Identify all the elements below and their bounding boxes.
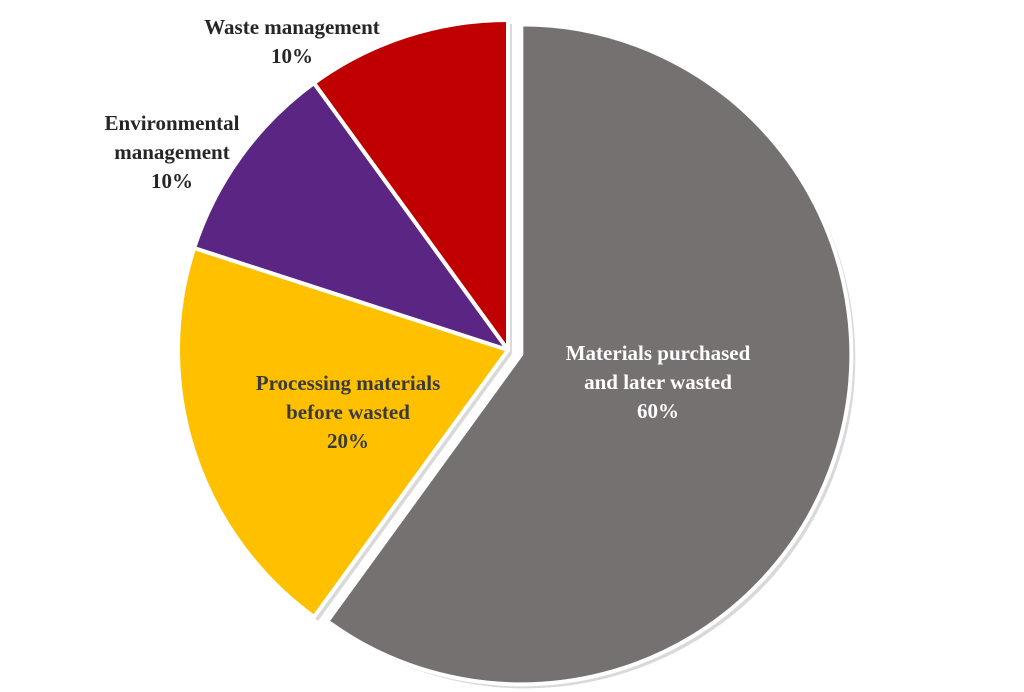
- slice-label-3: Environmental management 10%: [105, 111, 240, 193]
- slice-label-1: Materials purchased and later wasted 60%: [566, 341, 751, 423]
- slice-label-line: management: [114, 140, 229, 164]
- slice-label-line: 10%: [151, 169, 193, 193]
- pie-slice-4: [312, 18, 510, 352]
- slice-label-line: before wasted: [286, 400, 410, 424]
- slice-label-line: 10%: [271, 44, 313, 68]
- slice-label-line: Waste management: [204, 15, 380, 39]
- slice-label-line: 60%: [637, 399, 679, 423]
- slice-label-line: Materials purchased: [566, 341, 751, 365]
- pie-slice-2: [176, 246, 510, 619]
- slice-labels: Materials purchased and later wasted 60% Pr…: [105, 15, 751, 453]
- pie-slice-1: [325, 22, 854, 687]
- slices: [176, 18, 854, 687]
- slice-label-line: 20%: [327, 429, 369, 453]
- slice-label-line: and later wasted: [584, 370, 732, 394]
- slice-label-2: Processing materials before wasted 20%: [256, 371, 441, 453]
- slice-label-4: Waste management 10%: [204, 15, 380, 68]
- slice-label-line: Processing materials: [256, 371, 441, 395]
- slice-label-line: Environmental: [105, 111, 240, 135]
- pie-slice-3: [192, 81, 510, 352]
